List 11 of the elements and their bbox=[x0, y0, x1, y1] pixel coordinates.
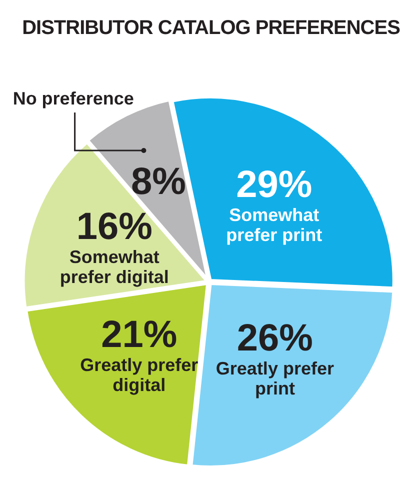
data-label: 26% bbox=[236, 317, 313, 360]
chart-title: DISTRIBUTOR CATALOG PREFERENCES bbox=[21, 16, 401, 41]
data-label: 21% bbox=[101, 314, 178, 356]
data-label: 29% bbox=[236, 164, 312, 206]
data-label: 8% bbox=[130, 161, 186, 204]
slice-label: Greatly prefer print bbox=[216, 358, 334, 398]
slice-label: Somewhat prefer print bbox=[226, 204, 322, 245]
slice-label: No preference bbox=[12, 88, 134, 108]
data-label: 16% bbox=[76, 206, 152, 248]
slice-label: Greatly prefer digital bbox=[80, 354, 198, 395]
slice-label: Somewhat prefer digital bbox=[60, 246, 169, 287]
